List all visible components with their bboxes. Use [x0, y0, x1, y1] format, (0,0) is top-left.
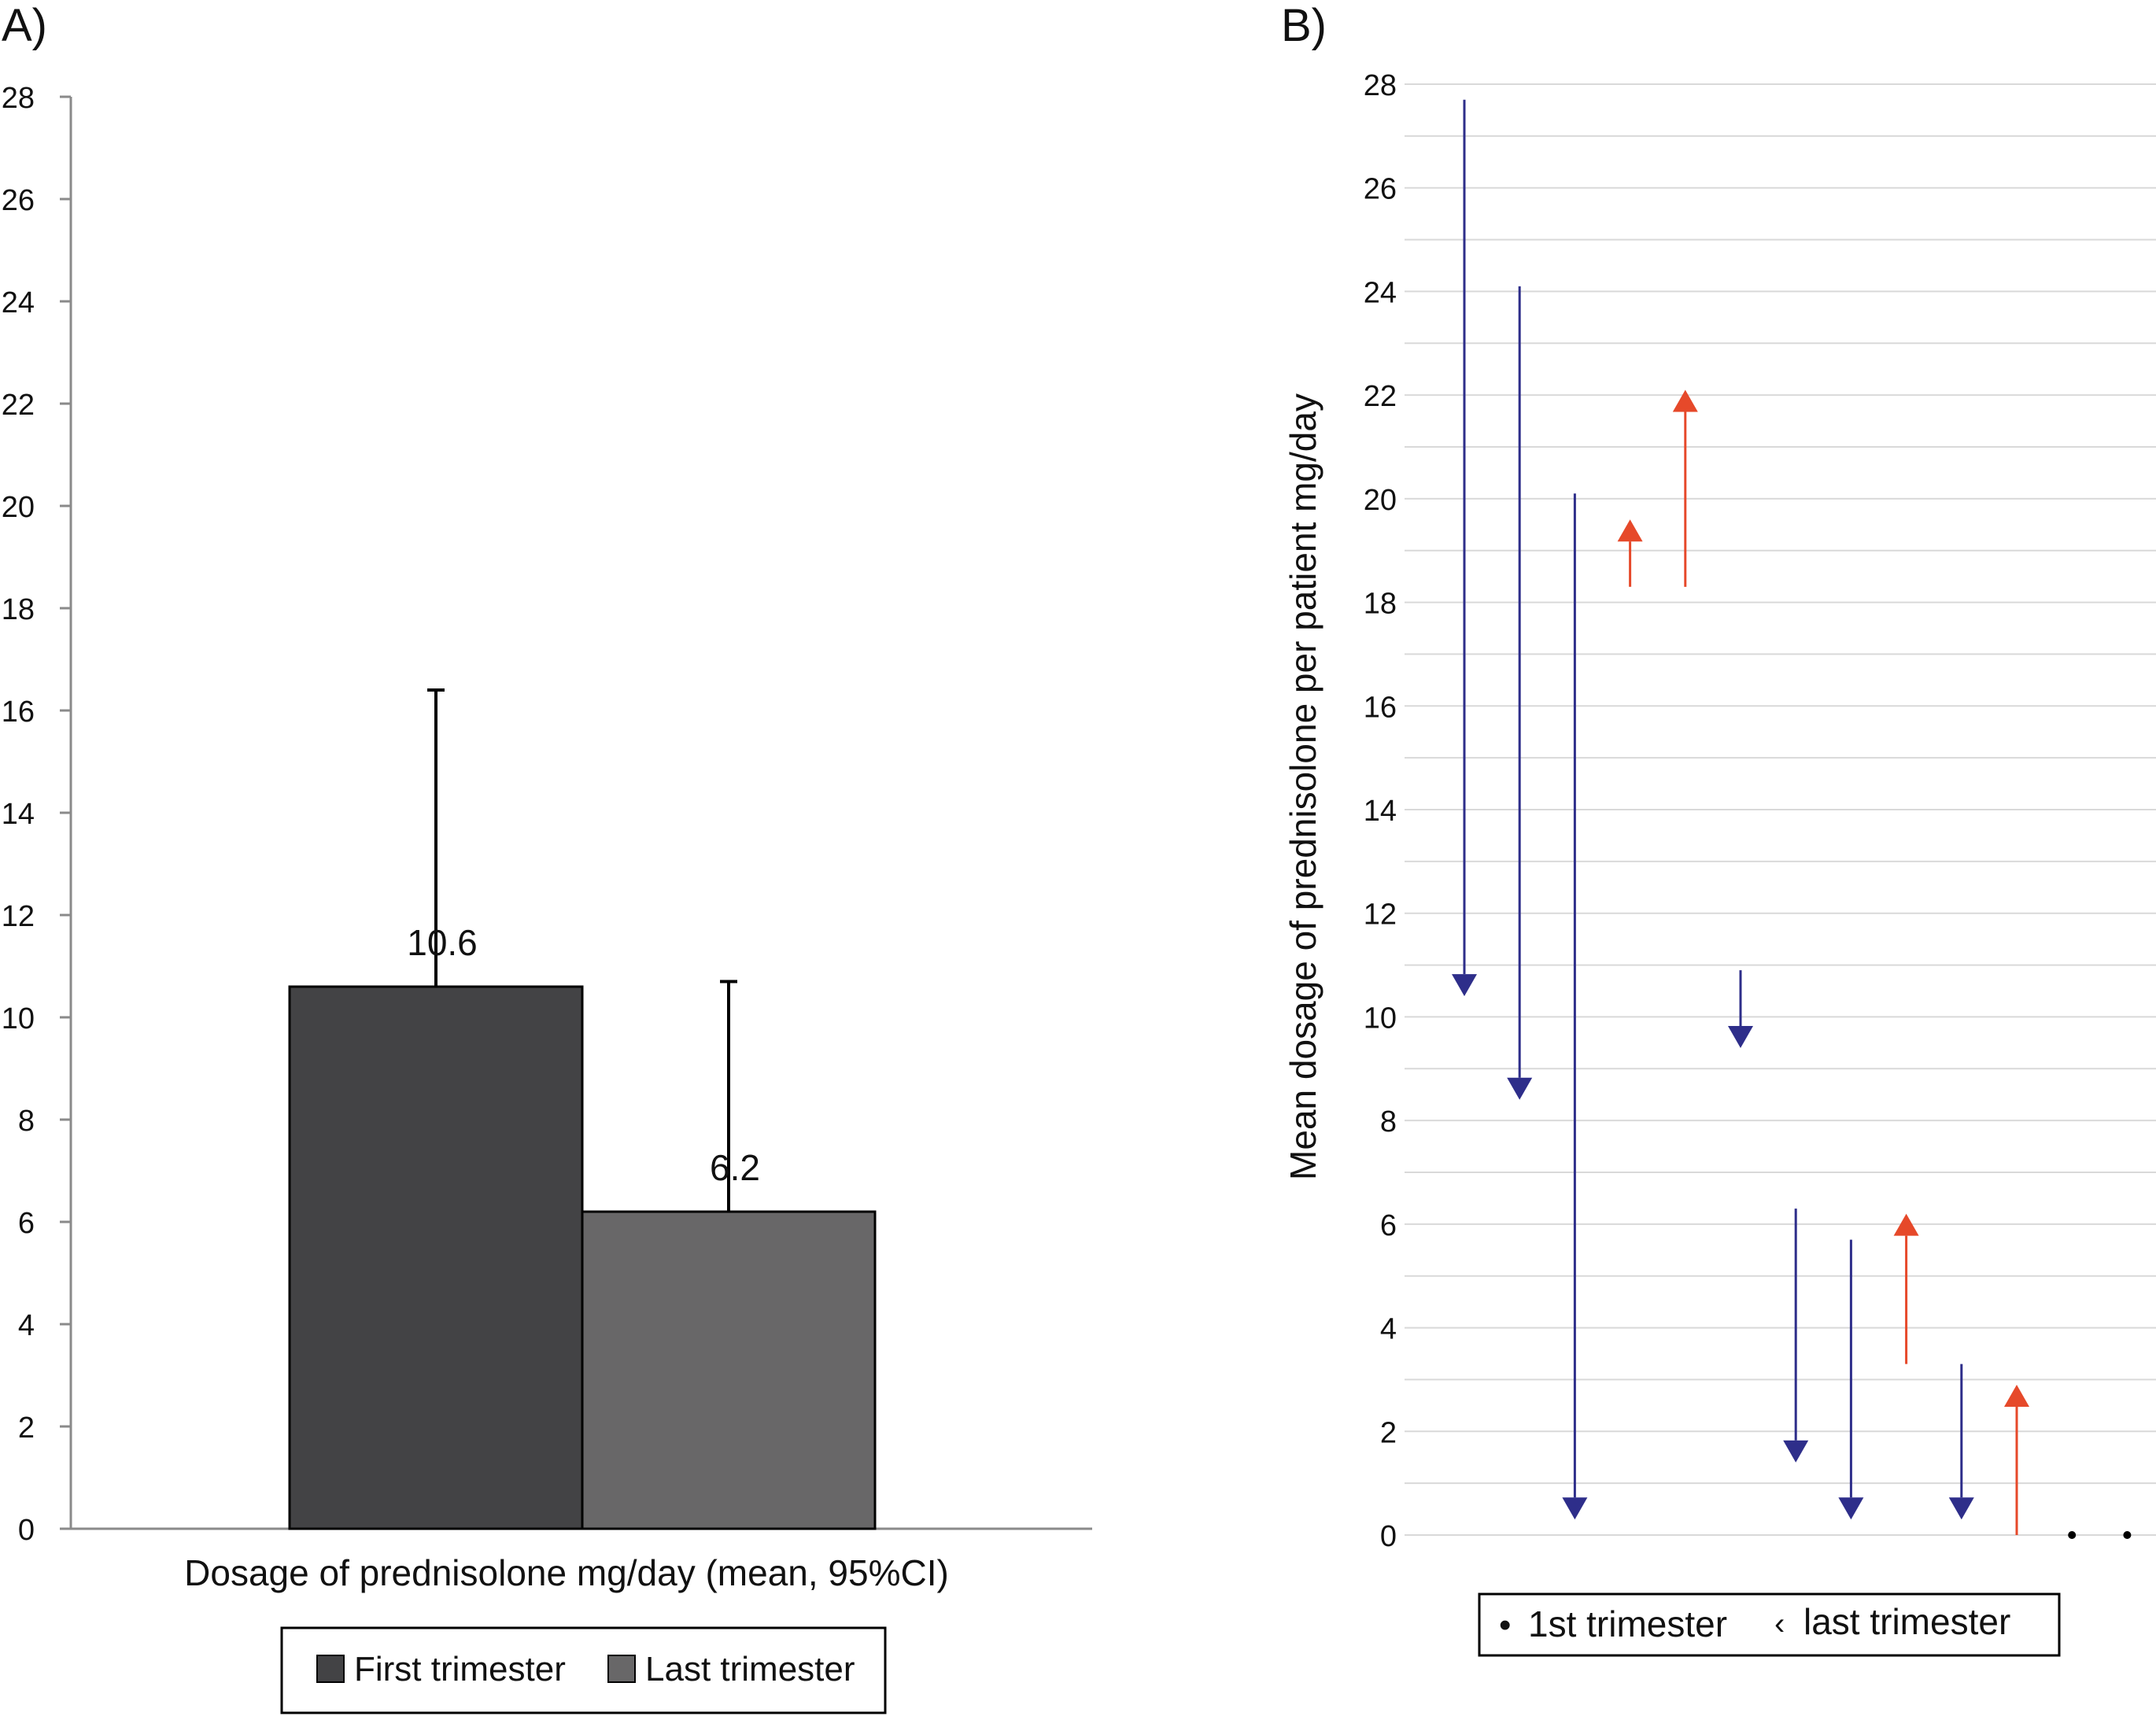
panel-a-y-tick-label: 20 — [2, 491, 35, 524]
panel-a-legend: First trimester Last trimester — [280, 1626, 887, 1714]
panel-b-y-tick-label: 6 — [1380, 1209, 1397, 1242]
increase-arrowhead — [1617, 519, 1643, 542]
panel-a-y-tick-label: 2 — [18, 1412, 35, 1445]
panel-a-y-tick-label: 24 — [2, 286, 35, 319]
decrease-arrowhead — [1452, 974, 1477, 997]
panel-b-y-tick-label: 18 — [1364, 588, 1397, 621]
panel-a-y-tick-label: 16 — [2, 696, 35, 729]
panel-a-x-axis-label: Dosage of prednisolone mg/day (mean, 95%… — [184, 1552, 949, 1593]
legend-symbol-last-trimester: ‹ — [1774, 1607, 1785, 1641]
panel-b-y-tick-label: 22 — [1364, 380, 1397, 413]
increase-arrowhead — [1672, 389, 1698, 412]
decrease-arrowhead — [1507, 1077, 1533, 1100]
legend-label-first-trimester: First trimester — [354, 1650, 566, 1688]
bar-first-trimester — [288, 985, 584, 1530]
panel-b-y-axis-label: Mean dosage of prednisolone per patient … — [1283, 393, 1324, 1180]
legend-label-1st-trimester: 1st trimester — [1528, 1603, 1727, 1644]
panel-a-y-tick-label: 10 — [2, 1002, 35, 1035]
bar-last-trimester — [581, 1210, 877, 1530]
panel-b-y-tick-label: 14 — [1364, 795, 1397, 828]
legend-symbol-first-trimester: • — [1499, 1606, 1511, 1644]
bar-value-label: 10.6 — [407, 922, 478, 963]
panel-a-bars: 10.6 6.2 — [288, 688, 877, 1530]
increase-arrowhead — [2004, 1385, 2029, 1408]
decrease-arrowhead — [1562, 1497, 1588, 1520]
panel-b-legend-box — [1478, 1592, 2061, 1657]
patient-point — [2068, 1531, 2077, 1539]
panel-b-y-tick-label: 10 — [1364, 1002, 1397, 1035]
panel-a-y-tick-label: 6 — [18, 1207, 35, 1240]
patient-point — [2123, 1531, 2132, 1539]
panel-b-y-tick-label: 8 — [1380, 1105, 1397, 1138]
panel-a-label: A) — [2, 0, 47, 51]
panel-a-y-tick-label: 26 — [2, 184, 35, 217]
legend-swatch-first-trimester — [316, 1655, 345, 1683]
increase-arrowhead — [1893, 1213, 1919, 1236]
bar-value-label: 6.2 — [710, 1147, 760, 1188]
panel-a-y-tick-label: 14 — [2, 798, 35, 831]
panel-b-y-tick-label: 2 — [1380, 1416, 1397, 1449]
panel-b-label: B) — [1281, 0, 1327, 51]
panel-a-y-tick-label: 28 — [2, 82, 35, 115]
legend-swatch-last-trimester — [607, 1655, 636, 1683]
panel-b-legend: • 1st trimester ‹ last trimester — [1478, 1592, 2061, 1657]
decrease-arrowhead — [1948, 1497, 1974, 1520]
panel-b-y-tick-label: 24 — [1364, 276, 1397, 309]
panel-a-y-tick-label: 4 — [18, 1309, 35, 1342]
panel-a-y-tick-label: 8 — [18, 1105, 35, 1138]
panel-a-y-tick-label: 0 — [18, 1514, 35, 1547]
panel-b-y-tick-label: 20 — [1364, 484, 1397, 517]
panel-b-y-tick-label: 12 — [1364, 899, 1397, 932]
legend-label-last-trimester-b: last trimester — [1803, 1601, 2010, 1642]
panel-b-y-tick-label: 16 — [1364, 691, 1397, 724]
decrease-arrowhead — [1783, 1440, 1809, 1463]
panel-b-y-tick-label: 4 — [1380, 1313, 1397, 1346]
panel-b-y-tick-label: 26 — [1364, 173, 1397, 206]
panel-b-arrows — [1452, 99, 2132, 1539]
legend-label-last-trimester: Last trimester — [645, 1650, 855, 1688]
panel-b-y-tick-label: 0 — [1380, 1520, 1397, 1553]
decrease-arrowhead — [1728, 1025, 1753, 1048]
panel-a-y-tick-label: 12 — [2, 900, 35, 933]
panel-a-y-tick-label: 22 — [2, 389, 35, 422]
panel-a-y-tick-label: 18 — [2, 593, 35, 626]
panel-a-legend-box — [280, 1626, 887, 1714]
decrease-arrowhead — [1838, 1497, 1864, 1520]
panel-b-y-tick-label: 28 — [1364, 69, 1397, 102]
